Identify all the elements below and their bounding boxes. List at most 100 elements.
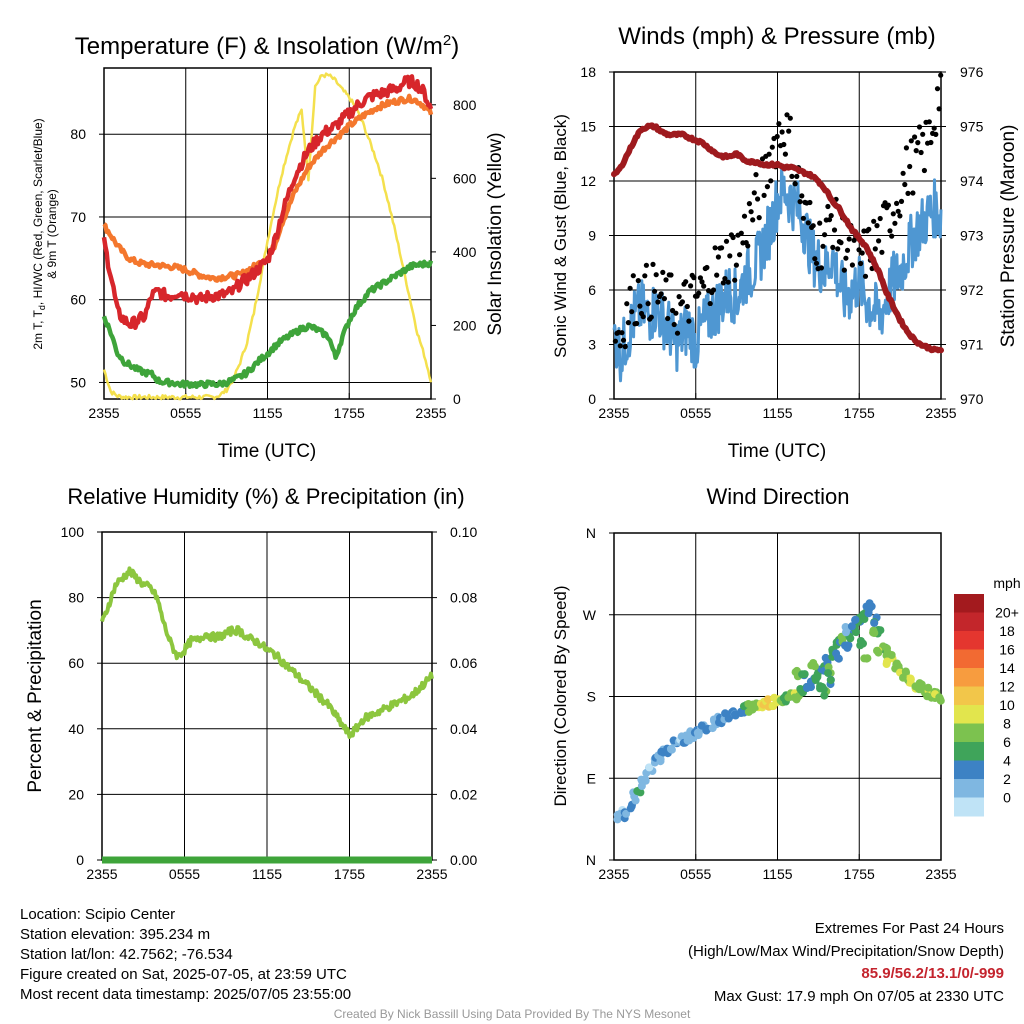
direction-point (809, 659, 818, 667)
gust-point (828, 213, 834, 219)
gust-point (822, 232, 828, 238)
direction-point (847, 622, 856, 631)
gust-point (779, 129, 785, 135)
legend-swatch (954, 705, 984, 724)
winds-pressure-panel: 2355 0555 1155 1755 235503691215189709719729… (551, 23, 1019, 462)
y-tick-label-left: 6 (588, 282, 596, 298)
gust-point (704, 264, 710, 271)
gust-point (679, 299, 686, 305)
gust-point (892, 220, 898, 226)
direction-point (860, 654, 869, 663)
gust-point (887, 228, 893, 234)
y-tick-label: W (583, 607, 597, 623)
gust-point (928, 139, 934, 146)
direction-points (613, 599, 945, 824)
y-tick-label-left: 100 (61, 524, 85, 540)
direction-point (867, 602, 876, 611)
gust-point (741, 213, 748, 219)
gust-point (697, 275, 704, 281)
gust-point (825, 203, 831, 210)
gust-point (800, 215, 807, 221)
y-tick-label-left: 0 (588, 391, 596, 407)
legend-swatch (954, 760, 984, 780)
gust-point (722, 276, 728, 282)
direction-point (843, 643, 852, 652)
direction-point (833, 653, 842, 662)
direction-point (622, 809, 631, 818)
gust-point (643, 262, 650, 268)
gust-point (769, 144, 775, 150)
gust-point (810, 223, 816, 229)
figure-created: Figure created on Sat, 2025-07-05, at 23… (20, 966, 347, 983)
gust-point (934, 86, 941, 92)
gust-point (673, 310, 679, 316)
y-tick-label-left: 0 (76, 852, 84, 868)
gust-point (653, 272, 659, 278)
recent-timestamp: Most recent data timestamp: 2025/07/05 2… (20, 986, 352, 1003)
gust-point (913, 148, 919, 154)
gust-point (737, 252, 743, 258)
gust-point (635, 278, 641, 284)
gust-point (931, 125, 937, 131)
humidity-precip-panel: 2355 0555 1155 1755 23550204060801000.000.02… (25, 484, 477, 882)
direction-point (924, 683, 933, 692)
y-axis-label-left: Sonic Wind & Gust (Blue, Black) (551, 114, 570, 358)
y-tick-label-right: 0.06 (450, 655, 477, 671)
gust-point (813, 260, 820, 266)
gust-point (674, 330, 681, 336)
direction-point (887, 651, 896, 659)
y-tick-label-left: 70 (70, 209, 86, 225)
gust-point (751, 190, 757, 196)
y-tick-label-right: 0 (453, 391, 461, 407)
direction-point (820, 691, 829, 700)
extremes-subheading: (High/Low/Max Wind/Precipitation/Snow De… (688, 942, 1004, 960)
gust-point (841, 267, 847, 273)
gust-point (859, 250, 865, 256)
direction-point (870, 619, 879, 628)
legend-swatch (954, 742, 984, 761)
series-red-line (101, 74, 434, 331)
y-tick-label-right: 0.10 (450, 524, 477, 540)
gust-point (707, 301, 713, 307)
legend-label: 20+ (995, 605, 1019, 621)
y-tick-label-left: 12 (580, 173, 596, 189)
gust-point (661, 296, 668, 302)
y-tick-label-right: 0.02 (450, 786, 477, 802)
legend-swatch (954, 779, 984, 798)
gust-point (933, 131, 939, 137)
y-tick-label-right: 600 (453, 170, 477, 186)
legend-label: 8 (1003, 716, 1011, 732)
panel-title: Winds (mph) & Pressure (mb) (618, 23, 935, 50)
gust-point (774, 133, 780, 140)
y-tick-label-left: 9 (588, 228, 596, 244)
direction-point (869, 626, 878, 635)
x-axis-label: Time (UTC) (218, 441, 317, 462)
gust-point (846, 236, 852, 242)
gust-point (668, 272, 674, 278)
gust-point (817, 220, 823, 226)
gust-point (894, 200, 900, 206)
y-tick-label-left: 80 (68, 590, 84, 606)
extremes-heading: Extremes For Past 24 Hours (814, 920, 1004, 937)
x-tick-label: 2355 (86, 866, 117, 882)
station-elevation: Station elevation: 395.234 m (20, 926, 211, 943)
legend-swatch (954, 594, 984, 613)
gust-point (915, 140, 921, 146)
y-axis-label-left: Percent & Precipitation (25, 599, 46, 792)
series-green-line (101, 259, 434, 390)
x-tick-label: 1755 (844, 405, 875, 421)
y-tick-label-right: 971 (960, 337, 984, 353)
gust-point (898, 198, 905, 204)
direction-point (666, 745, 675, 753)
y-tick-label-left: 60 (70, 292, 86, 308)
y-tick-label-right: 0.08 (450, 590, 477, 606)
gust-point (766, 151, 772, 157)
direction-point (824, 663, 833, 672)
gust-point (912, 134, 918, 140)
gust-point (725, 279, 731, 285)
gust-point (812, 256, 818, 262)
gust-point (684, 303, 690, 310)
series-sonic-wind-line (612, 167, 943, 383)
legend-swatch (954, 686, 984, 706)
credit-line: Created By Nick Bassill Using Data Provi… (333, 1007, 691, 1021)
